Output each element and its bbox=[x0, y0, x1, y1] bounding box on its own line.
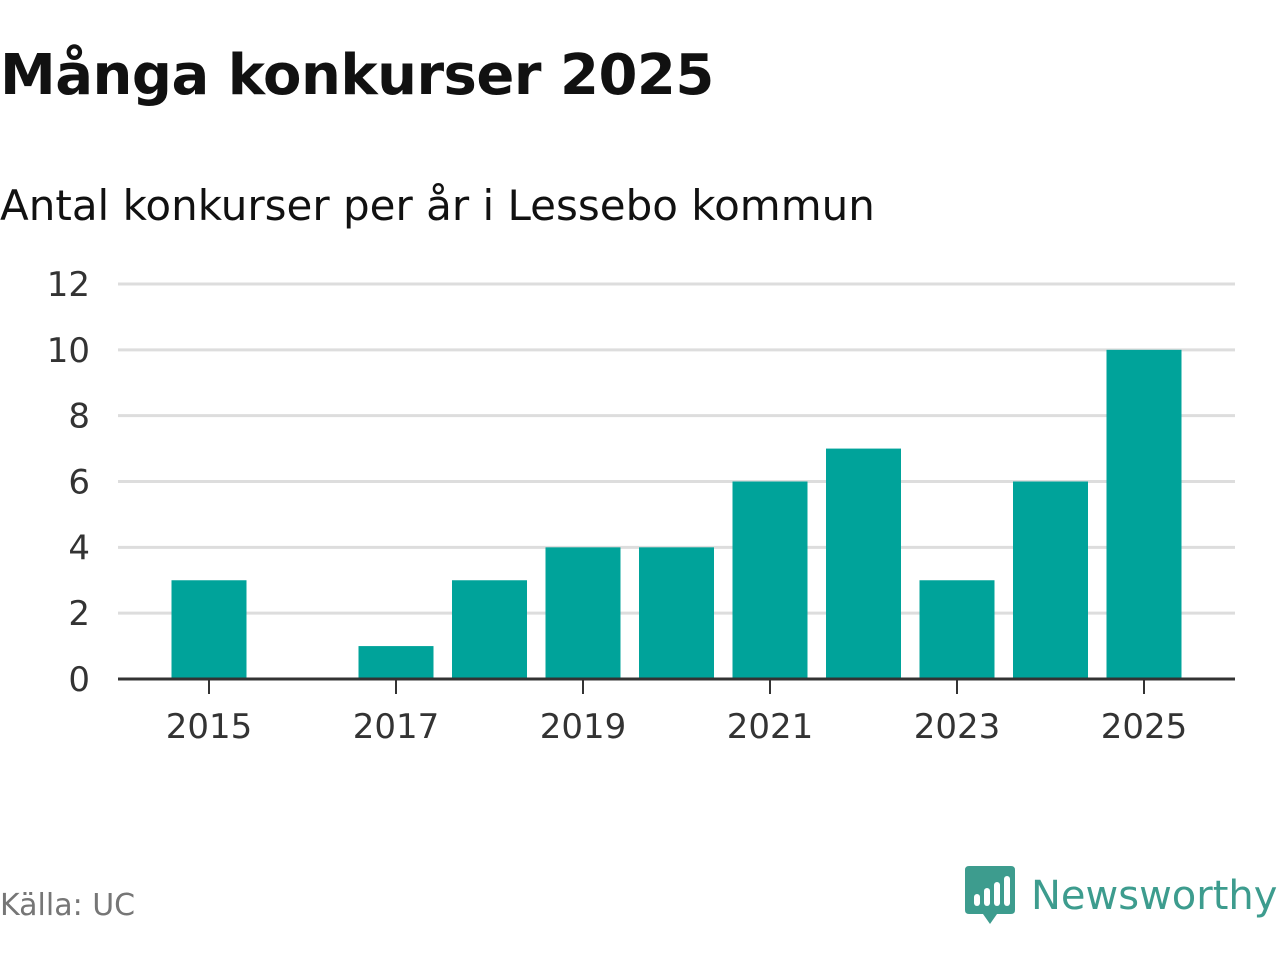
y-tick-label: 2 bbox=[68, 594, 90, 634]
source-note: Källa: UC bbox=[0, 888, 136, 923]
y-tick-label: 4 bbox=[68, 528, 90, 568]
x-tick-label: 2015 bbox=[166, 707, 253, 747]
brand-name: Newsworthy bbox=[1031, 873, 1278, 919]
chart-title: Många konkurser 2025 bbox=[0, 43, 714, 108]
bar-2019 bbox=[545, 547, 621, 679]
brand-logo: Newsworthy bbox=[965, 866, 1277, 926]
chart-subtitle: Antal konkurser per år i Lessebo kommun bbox=[0, 181, 875, 230]
x-tick-label: 2017 bbox=[353, 707, 440, 747]
bar-2023 bbox=[919, 580, 995, 679]
y-tick-label: 12 bbox=[47, 265, 90, 305]
x-tick-label: 2021 bbox=[727, 707, 814, 747]
bar-2025 bbox=[1106, 349, 1182, 679]
bar-2017 bbox=[358, 646, 434, 679]
x-tick-label: 2019 bbox=[540, 707, 627, 747]
bar-2020 bbox=[639, 547, 714, 679]
bar-2015 bbox=[171, 580, 247, 679]
bar-2024 bbox=[1013, 481, 1088, 679]
bar-2021 bbox=[732, 481, 808, 679]
axes: 0 2 4 6 8 10 12 2015 2017 2019 2021 2023 2025 bbox=[47, 265, 1235, 747]
bar-2022 bbox=[826, 448, 901, 679]
bars bbox=[171, 349, 1182, 679]
y-tick-label: 8 bbox=[68, 397, 90, 437]
x-tick-label: 2023 bbox=[914, 707, 1001, 747]
y-tick-label: 10 bbox=[47, 331, 90, 371]
y-tick-label: 6 bbox=[68, 463, 90, 503]
newsworthy-logo-icon bbox=[965, 866, 1015, 924]
bar-2018 bbox=[452, 580, 527, 679]
x-tick-label: 2025 bbox=[1101, 707, 1188, 747]
y-tick-label: 0 bbox=[68, 660, 90, 700]
